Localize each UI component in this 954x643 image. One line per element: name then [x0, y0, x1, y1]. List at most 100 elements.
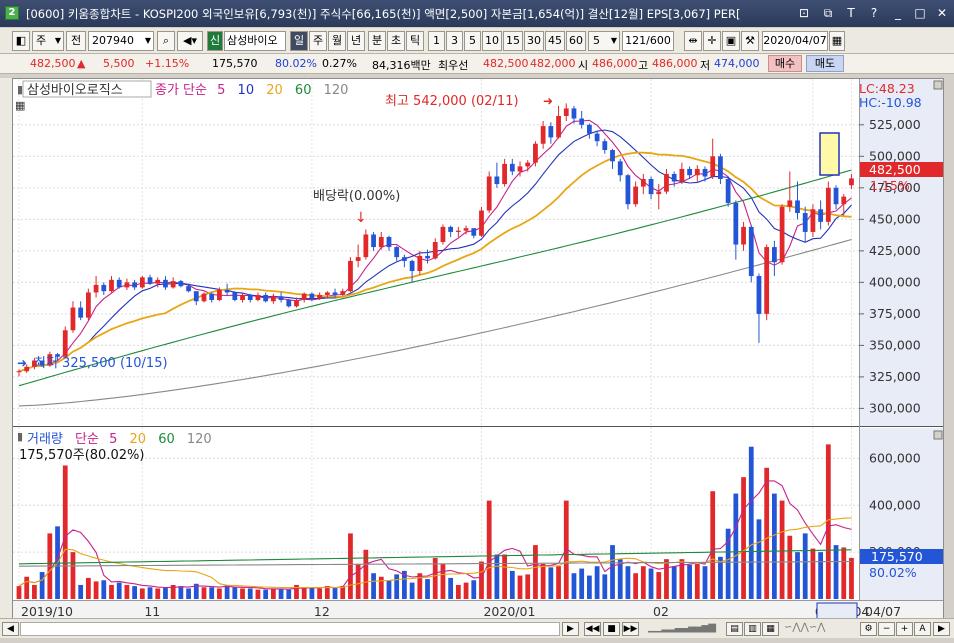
- prev-button[interactable]: 전: [66, 31, 86, 51]
- interval-10-button[interactable]: 10: [482, 31, 502, 51]
- new-badge: 신: [207, 31, 223, 51]
- calendar-icon[interactable]: ▦: [829, 31, 845, 51]
- price-panel-close-icon[interactable]: [933, 80, 943, 90]
- pin-window-icon[interactable]: ⊡: [798, 6, 810, 20]
- candle-body: [93, 284, 99, 293]
- low-price: 474,000: [714, 57, 760, 70]
- stock-code-input[interactable]: 207940 ▼: [88, 31, 154, 51]
- scroll-left-icon[interactable]: ◀: [2, 622, 19, 636]
- period-year-button[interactable]: 년: [347, 31, 365, 51]
- volume-bar: [702, 566, 708, 599]
- volume-panel-close-icon[interactable]: [933, 430, 943, 440]
- layout-icon[interactable]: ◧: [12, 31, 30, 51]
- close-icon[interactable]: ✕: [936, 6, 948, 20]
- compress-icon[interactable]: ⇹: [684, 31, 702, 51]
- save-icon[interactable]: ▣: [722, 31, 740, 51]
- volume-bar: [324, 586, 330, 599]
- volume-bar: [771, 493, 777, 599]
- chart-tool-1-icon[interactable]: ▤: [726, 622, 743, 636]
- candlesticks: [16, 103, 854, 377]
- scroll-track[interactable]: [20, 622, 560, 636]
- maximize-icon[interactable]: □: [914, 6, 926, 20]
- interval-45-button[interactable]: 45: [545, 31, 565, 51]
- chart-scrollbar[interactable]: ◀ ▶ ◀◀ ■ ▶▶ ▁▁▂▂▃▃▄▄▅▆ ▤ ▥ ▦ ∽⋀⋀∽⋀ ⚙ − +…: [0, 618, 954, 638]
- mini-chart-icons[interactable]: ∽⋀⋀∽⋀: [784, 622, 826, 633]
- vma-5: 5: [109, 432, 117, 447]
- left-strip: [0, 78, 12, 626]
- interval-3-button[interactable]: 3: [446, 31, 463, 51]
- chart-svg[interactable]: 525,000 500,000 475,000 450,000 425,000 400,0…: [13, 79, 943, 625]
- volume-bar: [517, 575, 523, 599]
- chart-area[interactable]: 525,000 500,000 475,000 450,000 425,000 400,0…: [12, 78, 944, 626]
- text-mode-icon[interactable]: T: [847, 6, 855, 20]
- period-second-button[interactable]: 초: [387, 31, 405, 51]
- zoom-in-icon[interactable]: +: [896, 622, 913, 636]
- period-day-button[interactable]: 일: [290, 31, 308, 51]
- lc-label: LC:48.23: [859, 81, 915, 96]
- sound-icon[interactable]: ◀▾: [177, 31, 203, 51]
- help-icon[interactable]: ?: [870, 6, 878, 20]
- copy-window-icon[interactable]: ⧉: [823, 6, 833, 20]
- buy-button[interactable]: 매수: [768, 55, 802, 72]
- interval-30-button[interactable]: 30: [524, 31, 544, 51]
- candle-body: [617, 161, 623, 176]
- date-field[interactable]: 2020/04/07: [762, 31, 828, 51]
- candle-body: [486, 176, 492, 211]
- volume-bar: [224, 584, 230, 599]
- period-tick-button[interactable]: 틱: [406, 31, 424, 51]
- stock-title-box[interactable]: [22, 80, 152, 98]
- volume-bar: [124, 584, 130, 599]
- candle-body: [209, 293, 215, 301]
- forward-icon[interactable]: ▶▶: [622, 622, 639, 636]
- candle-body: [471, 228, 477, 236]
- volume-bar: [432, 558, 438, 599]
- sell-button[interactable]: 매도: [806, 55, 844, 72]
- candle-body: [409, 260, 415, 272]
- interval-60-button[interactable]: 60: [566, 31, 586, 51]
- dividend-arrow-icon: ↓: [355, 210, 367, 226]
- interval-1-button[interactable]: 1: [428, 31, 445, 51]
- price-axis-bg: [859, 79, 943, 426]
- chart-tool-3-icon[interactable]: ▦: [762, 622, 779, 636]
- x-axis-label: 12: [314, 604, 330, 619]
- volume-bar: [455, 584, 461, 599]
- stop-icon[interactable]: ■: [603, 622, 620, 636]
- period-month-button[interactable]: 월: [328, 31, 346, 51]
- period-minute-button[interactable]: 분: [368, 31, 386, 51]
- tools-icon[interactable]: ⚒: [741, 31, 759, 51]
- text-icon[interactable]: A: [914, 622, 931, 636]
- candle-body: [533, 143, 538, 163]
- minimize-icon[interactable]: _: [895, 6, 901, 20]
- data-count-field[interactable]: 121/600: [622, 31, 674, 51]
- candle-body: [340, 291, 346, 295]
- search-icon[interactable]: ⌕: [157, 31, 175, 51]
- x-axis-label: 2019/10: [21, 604, 73, 619]
- rewind-icon[interactable]: ◀◀: [584, 622, 601, 636]
- candle-body: [679, 168, 685, 182]
- next-candle-box: [819, 132, 840, 176]
- volume-bar: [586, 575, 592, 599]
- settings-icon[interactable]: ⚙: [860, 622, 877, 636]
- interval-select[interactable]: 5 ▼: [588, 31, 620, 51]
- interval-5-button[interactable]: 5: [464, 31, 481, 51]
- vma-60: 60: [158, 432, 175, 447]
- crosshair-icon[interactable]: ✛: [703, 31, 721, 51]
- volume-bar: [286, 589, 292, 599]
- grid-table-icon[interactable]: ▦: [15, 99, 25, 112]
- volume-ratio: 80.02%: [275, 57, 317, 70]
- low-label: 저: [700, 59, 711, 72]
- ma-5: 5: [217, 83, 225, 98]
- period-week-button[interactable]: 주: [309, 31, 327, 51]
- candle-body: [294, 300, 299, 307]
- scroll-right-icon[interactable]: ▶: [562, 622, 579, 636]
- candle-body: [278, 296, 284, 301]
- scroll-end-icon[interactable]: ▶: [933, 622, 950, 636]
- market-select[interactable]: 주 ▼: [32, 31, 64, 51]
- price-tick-label: 400,000: [869, 274, 921, 289]
- zoom-out-icon[interactable]: −: [878, 622, 895, 636]
- zoom-slider[interactable]: ▁▁▂▂▃▃▄▄▅▆: [648, 622, 716, 633]
- volume-bar: [502, 554, 507, 599]
- chart-tool-2-icon[interactable]: ▥: [744, 622, 761, 636]
- interval-15-button[interactable]: 15: [503, 31, 523, 51]
- candle-body: [163, 279, 168, 288]
